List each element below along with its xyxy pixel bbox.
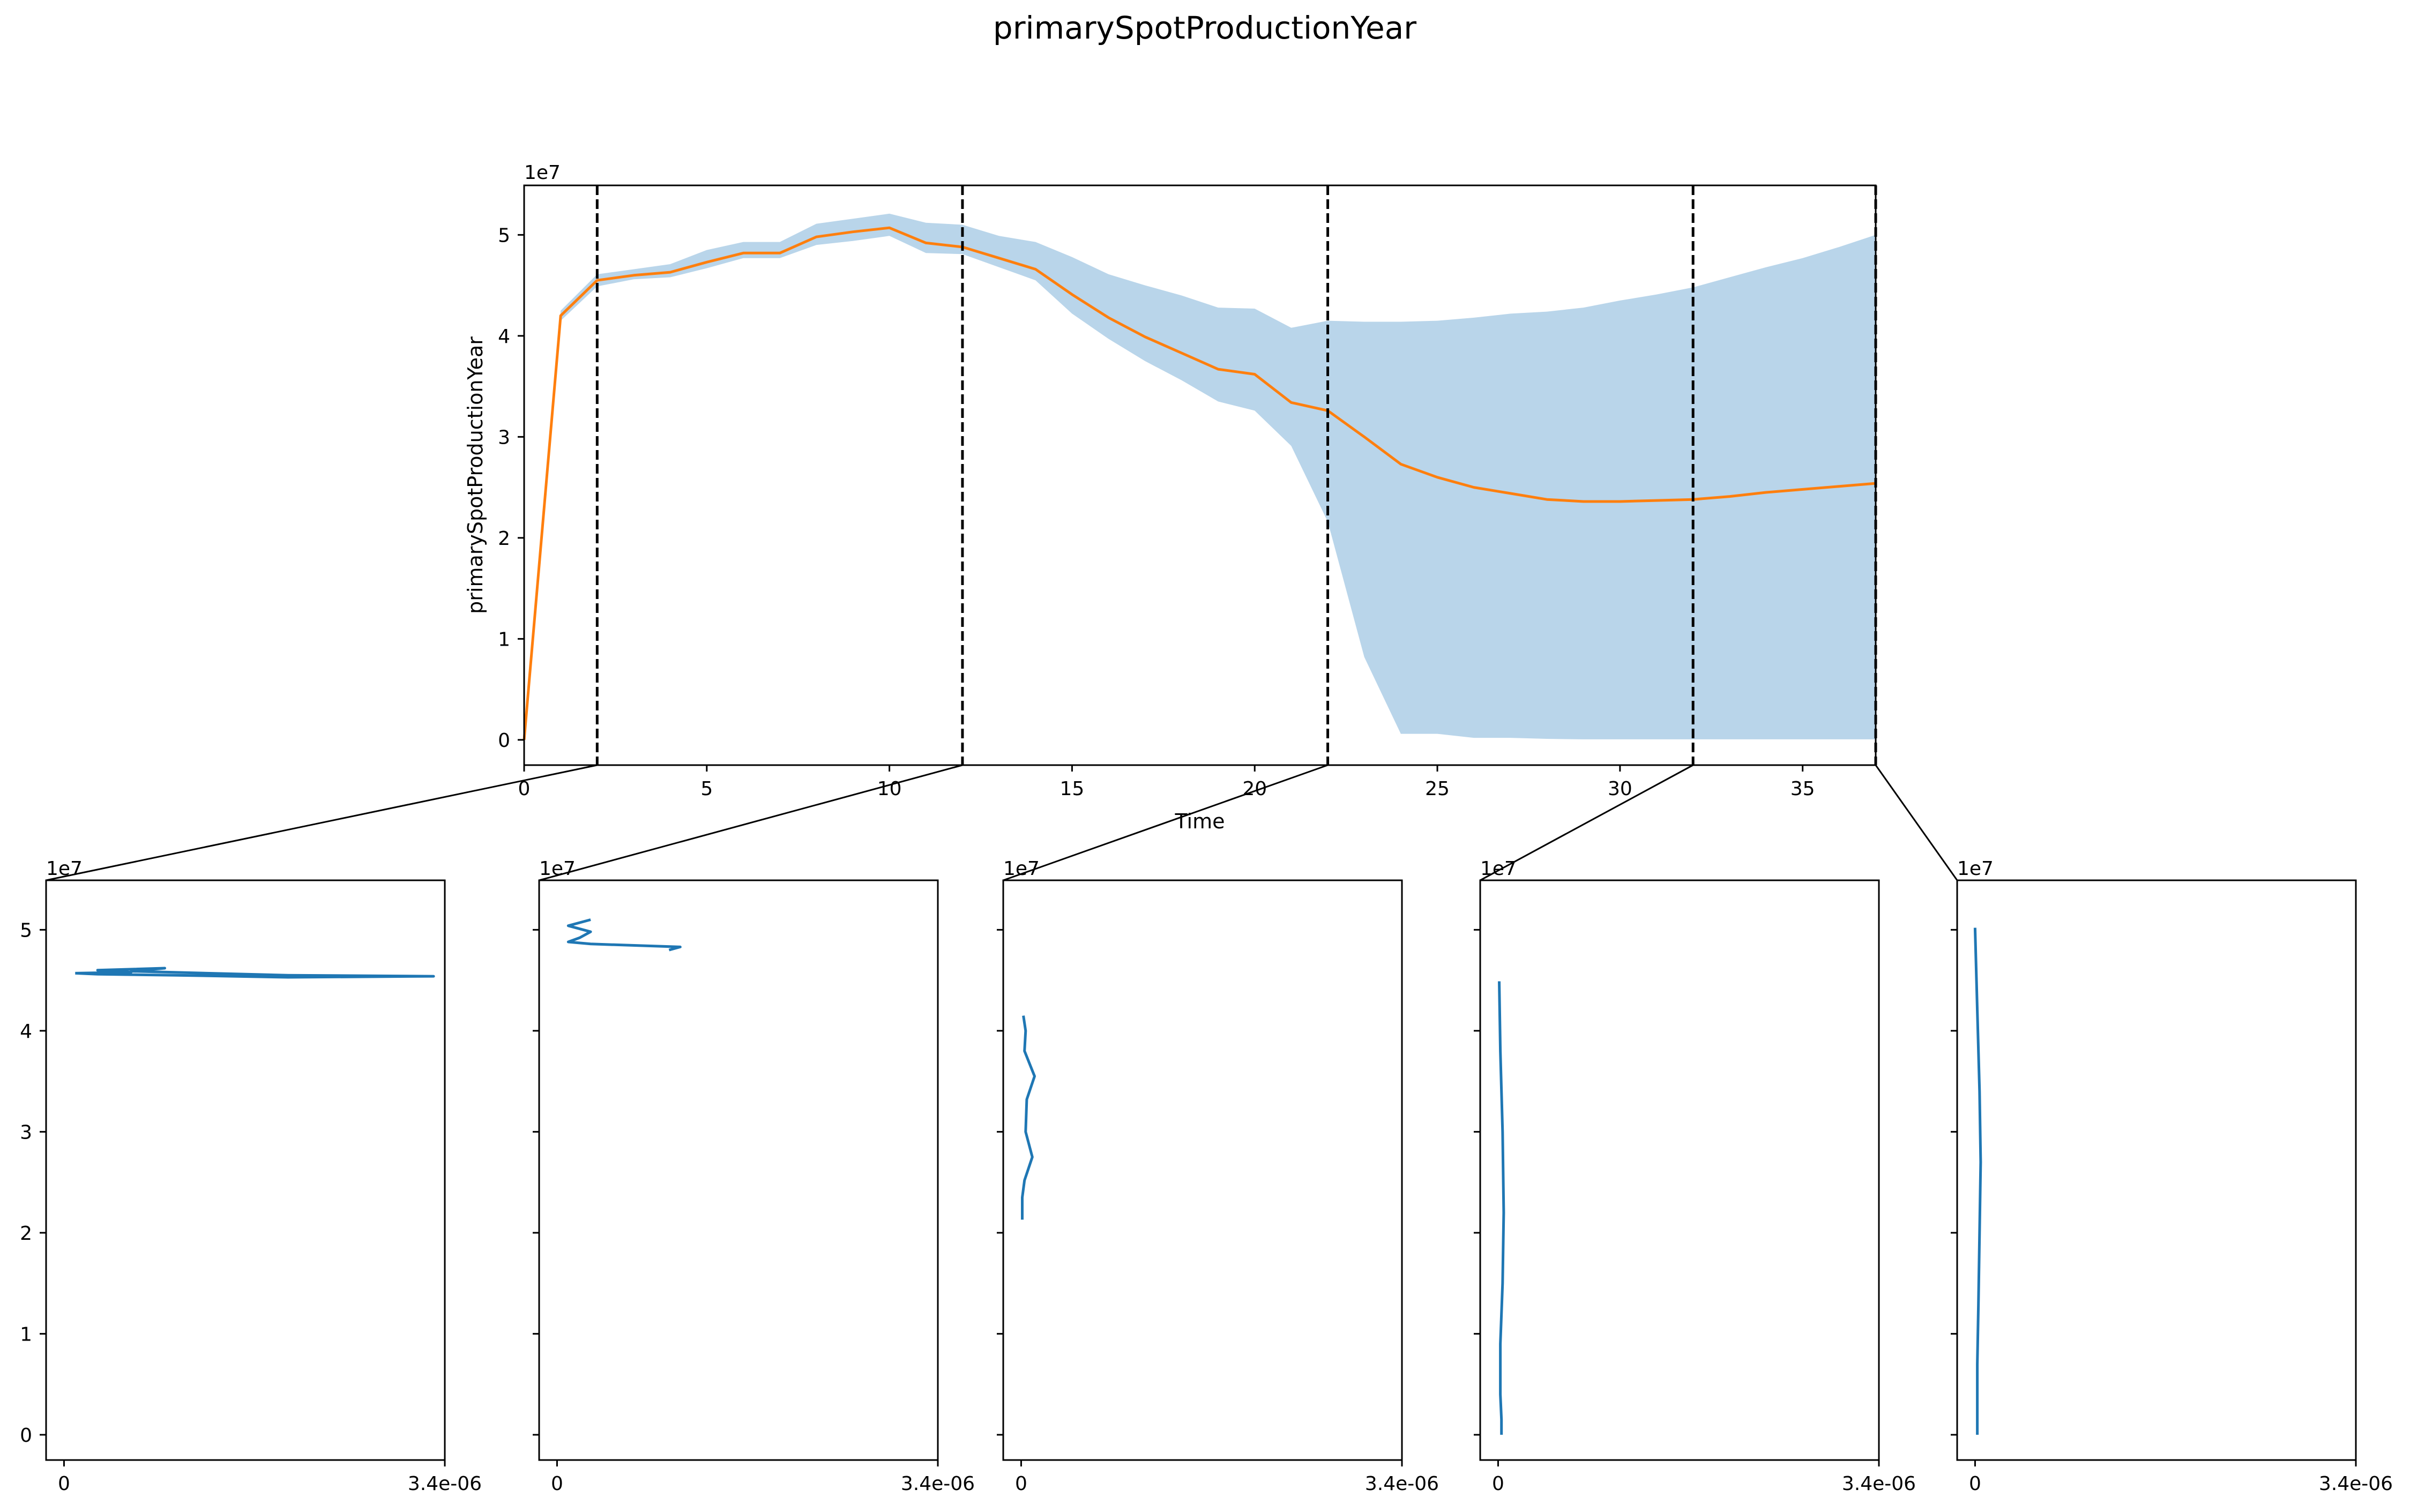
y-offset-label: 1e7	[524, 162, 561, 184]
y-tick-label: 1	[20, 1323, 32, 1345]
slice-line	[75, 967, 435, 979]
main-plot: 0 5 10 15 20 25 30 35 0 1 2 3 4 5 1e7 Time primarySpotPr…	[464, 162, 1877, 833]
x-tick-label: 3.4e-06	[2319, 1473, 2393, 1495]
x-tick-label: 5	[700, 778, 713, 800]
slice-panel-3: 0 3.4e-06 1e7	[997, 858, 1439, 1495]
y-tick-label: 2	[498, 528, 510, 550]
y-tick-label: 1	[498, 628, 510, 650]
y-tick-label: 4	[498, 326, 510, 348]
x-tick-label: 30	[1608, 778, 1632, 800]
y-offset-label: 1e7	[1480, 858, 1517, 880]
zoom-connector	[539, 764, 963, 881]
y-tick-label: 5	[20, 919, 32, 941]
slice-line	[1498, 981, 1505, 1435]
x-tick-label: 10	[877, 778, 902, 800]
slice-panel-frame	[1479, 879, 1880, 1461]
y-tick-label: 0	[498, 730, 510, 752]
x-tick-label: 0	[58, 1473, 70, 1495]
mean-line	[523, 226, 1876, 740]
x-tick-label: 25	[1425, 778, 1450, 800]
x-tick-label: 3.4e-06	[1365, 1473, 1439, 1495]
x-tick-label: 0	[518, 778, 531, 800]
y-tick-label: 5	[498, 224, 510, 246]
slice-panel-2: 0 3.4e-06 1e7	[533, 858, 975, 1495]
slice-panel-4: 0 3.4e-06 1e7	[1474, 858, 1916, 1495]
slice-line	[1973, 927, 1982, 1435]
x-tick-label: 3.4e-06	[408, 1473, 482, 1495]
y-tick-label: 4	[20, 1021, 32, 1043]
y-offset-label: 1e7	[46, 858, 83, 880]
y-tick-label: 3	[20, 1121, 32, 1143]
x-tick-label: 20	[1242, 778, 1267, 800]
zoom-connector	[1003, 764, 1329, 881]
y-tick-label: 2	[20, 1223, 32, 1245]
x-tick-label: 0	[551, 1473, 563, 1495]
x-tick-label: 35	[1790, 778, 1815, 800]
x-tick-label: 3.4e-06	[901, 1473, 975, 1495]
x-axis-label: Time	[1175, 810, 1225, 833]
slice-panel-5: 0 3.4e-06 1e7	[1951, 858, 2393, 1495]
zoom-connector	[46, 764, 598, 881]
y-tick-label: 3	[498, 426, 510, 448]
slice-line	[566, 918, 682, 952]
zoom-connectors	[46, 764, 1958, 881]
slice-panel-frame	[45, 879, 446, 1461]
slice-line	[1021, 1015, 1036, 1220]
slice-panel-frame	[1956, 879, 2357, 1461]
y-offset-label: 1e7	[539, 858, 576, 880]
slice-panel-1: 0 1 2 3 4 5 0 3.4e-06 1e7	[20, 858, 482, 1495]
slice-panel-frame	[538, 879, 939, 1461]
confidence-band	[524, 213, 1876, 740]
slice-panel-frame	[1002, 879, 1403, 1461]
zoom-connector	[1480, 764, 1693, 881]
main-plot-frame	[523, 184, 1877, 766]
y-offset-label: 1e7	[1003, 858, 1040, 880]
x-tick-label: 0	[1969, 1473, 1981, 1495]
y-axis-label: primarySpotProductionYear	[464, 336, 487, 614]
x-tick-label: 0	[1492, 1473, 1504, 1495]
x-tick-label: 0	[1015, 1473, 1027, 1495]
y-offset-label: 1e7	[1957, 858, 1994, 880]
figure-title: primarySpotProductionYear	[993, 10, 1416, 46]
x-tick-label: 3.4e-06	[1842, 1473, 1916, 1495]
y-tick-label: 0	[20, 1425, 32, 1447]
zoom-connector	[1875, 765, 1958, 881]
x-tick-label: 15	[1060, 778, 1085, 800]
